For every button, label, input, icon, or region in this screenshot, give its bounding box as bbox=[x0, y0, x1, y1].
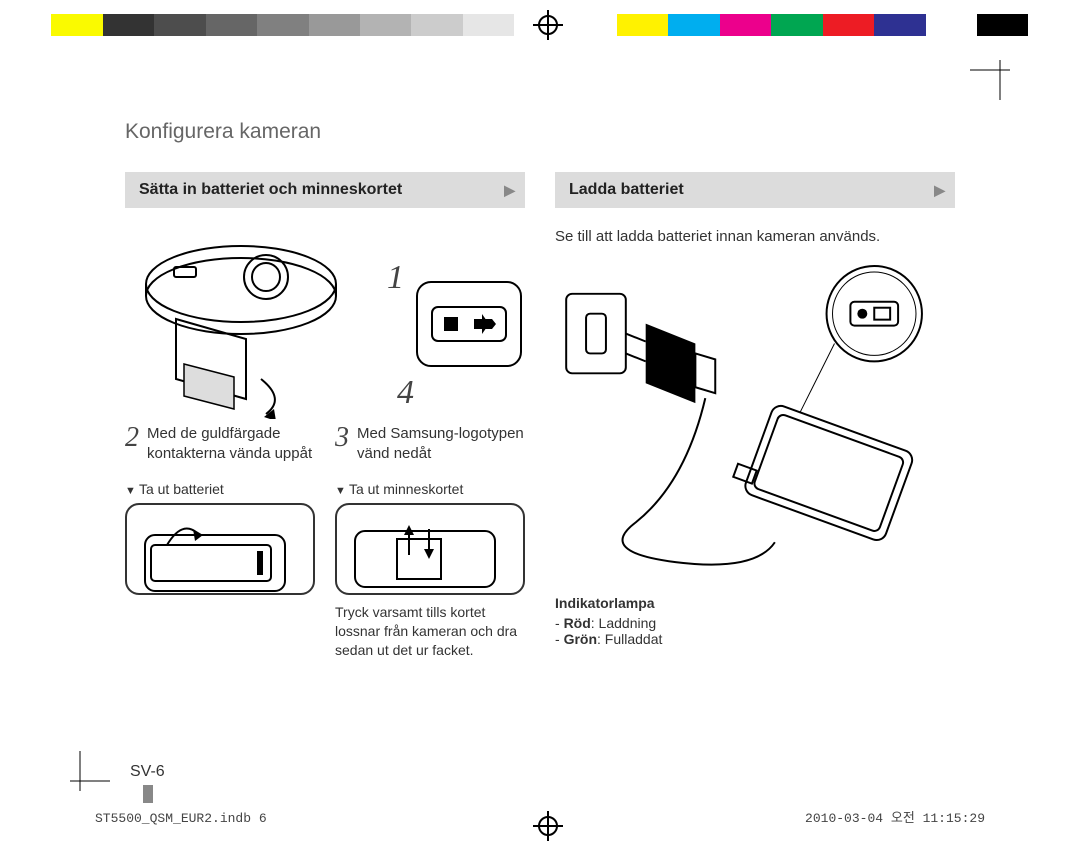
indicator-label: Indikatorlampa bbox=[555, 595, 955, 611]
color-swatch bbox=[1028, 14, 1079, 36]
remove-battery-section: Ta ut batteriet bbox=[125, 481, 315, 660]
step-text: Med de guldfärgade kontakterna vända upp… bbox=[147, 424, 315, 463]
registration-mark-top bbox=[533, 10, 563, 40]
footer-timestamp: 2010-03-04 오전 11:15:29 bbox=[805, 807, 985, 826]
color-swatch bbox=[51, 14, 102, 36]
color-swatch bbox=[411, 14, 462, 36]
color-swatch bbox=[668, 14, 719, 36]
page-number: SV-6 bbox=[130, 763, 165, 781]
color-swatch bbox=[257, 14, 308, 36]
color-swatch bbox=[823, 14, 874, 36]
step-3: 3 Med Samsung-logotypen vänd nedåt bbox=[335, 424, 525, 463]
step-text: Med Samsung-logotypen vänd nedåt bbox=[357, 424, 525, 463]
color-swatch bbox=[154, 14, 205, 36]
step-number: 3 bbox=[335, 424, 349, 463]
right-column: Ladda batteriet Se till att ladda batter… bbox=[555, 172, 955, 660]
color-swatch bbox=[617, 14, 668, 36]
color-swatch bbox=[977, 14, 1028, 36]
latch-detail-illustration bbox=[414, 279, 524, 369]
page-title: Konfigurera kameran bbox=[125, 120, 955, 144]
color-swatch bbox=[103, 14, 154, 36]
charge-intro: Se till att ladda batteriet innan kamera… bbox=[555, 228, 955, 245]
memory-note: Tryck varsamt tills kortet lossnar från … bbox=[335, 603, 525, 660]
callout-number-4: 4 bbox=[397, 374, 414, 412]
color-swatch bbox=[874, 14, 925, 36]
footer-filename: ST5500_QSM_EUR2.indb 6 bbox=[95, 811, 267, 826]
page-tab-mark bbox=[143, 785, 153, 803]
sub-heading: Ta ut batteriet bbox=[125, 481, 315, 497]
left-column: Sätta in batteriet och minneskortet bbox=[125, 172, 525, 660]
color-swatch bbox=[360, 14, 411, 36]
color-swatch bbox=[0, 14, 51, 36]
sub-heading: Ta ut minneskortet bbox=[335, 481, 525, 497]
indicator-list: Röd: Laddning Grön: Fulladdat bbox=[555, 615, 955, 647]
step-number: 2 bbox=[125, 424, 139, 463]
callout-number-1: 1 bbox=[387, 259, 404, 297]
charging-diagram bbox=[555, 263, 955, 583]
camera-diagram: 1 4 bbox=[125, 228, 525, 418]
section-banner-charge: Ladda batteriet bbox=[555, 172, 955, 208]
page-content: Konfigurera kameran Sätta in batteriet o… bbox=[95, 60, 985, 791]
color-swatch bbox=[309, 14, 360, 36]
indicator-green: Grön: Fulladdat bbox=[555, 631, 955, 647]
registration-mark-bottom bbox=[533, 811, 563, 841]
color-swatch bbox=[720, 14, 771, 36]
section-banner-insert: Sätta in batteriet och minneskortet bbox=[125, 172, 525, 208]
color-swatch bbox=[771, 14, 822, 36]
color-swatch bbox=[206, 14, 257, 36]
indicator-red: Röd: Laddning bbox=[555, 615, 955, 631]
charging-illustration bbox=[556, 264, 954, 582]
color-swatch bbox=[926, 14, 977, 36]
remove-memory-section: Ta ut minneskortet Tryck varsamt tills k… bbox=[335, 481, 525, 660]
remove-battery-illustration bbox=[125, 503, 315, 595]
color-swatch bbox=[566, 14, 617, 36]
color-swatch bbox=[463, 14, 514, 36]
remove-memory-illustration bbox=[335, 503, 525, 595]
camera-illustration bbox=[126, 229, 356, 419]
step-2: 2 Med de guldfärgade kontakterna vända u… bbox=[125, 424, 315, 463]
